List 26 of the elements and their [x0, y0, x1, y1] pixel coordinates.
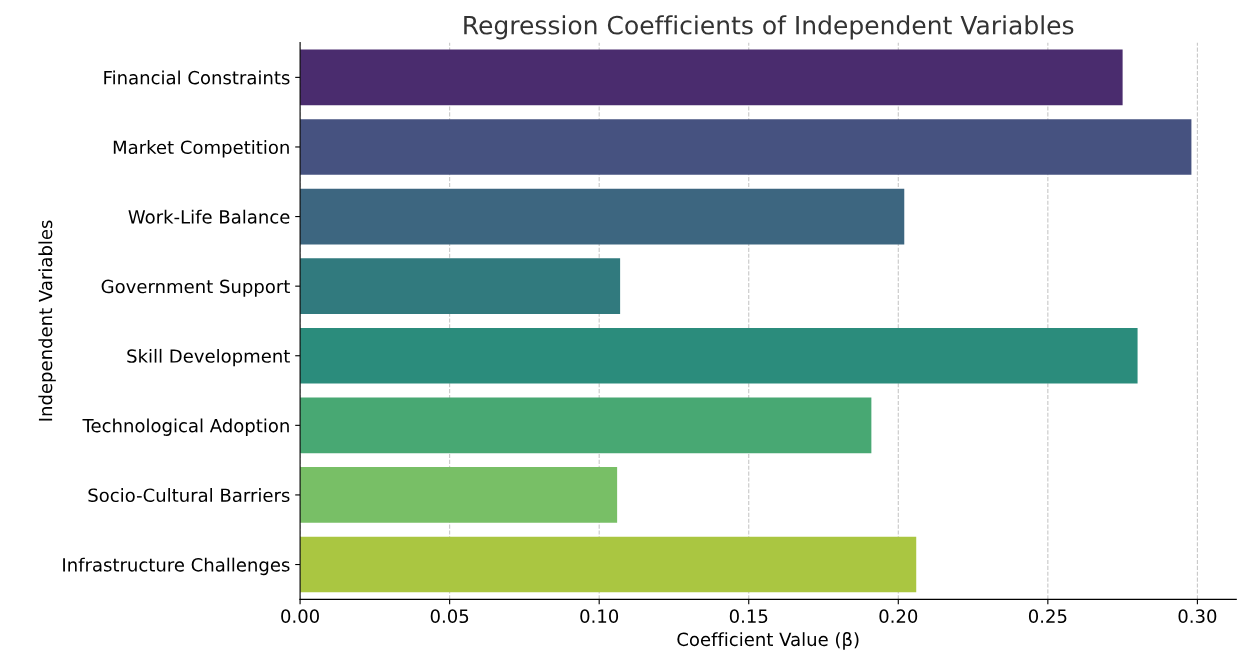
y-tick-label: Technological Adoption	[82, 418, 289, 436]
x-tick-label: 0.05	[430, 609, 469, 624]
y-tick-label: Work-Life Balance	[128, 209, 290, 224]
y-tick-label: Financial Constraints	[104, 70, 290, 85]
bar	[300, 536, 917, 593]
y-tick-label: Government Support	[101, 279, 290, 297]
y-tick-label: Market Competition	[113, 140, 289, 158]
bar	[300, 397, 872, 454]
x-axis-title: Coefficient Value (β)	[677, 632, 859, 650]
bar	[300, 49, 1123, 106]
x-tick-label: 0.25	[1028, 609, 1067, 624]
x-tick-label: 0.30	[1178, 609, 1217, 624]
x-tick-label: 0.20	[879, 609, 918, 624]
bar	[300, 327, 1138, 384]
chart-title: Regression Coefficients of Independent Variables	[464, 15, 1074, 40]
x-tick-label: 0.10	[580, 609, 619, 624]
bar	[300, 467, 618, 523]
bar	[300, 188, 905, 245]
bar	[300, 119, 1192, 175]
bar	[300, 258, 621, 314]
x-tick-label: 0.15	[729, 609, 768, 624]
y-tick-label: Skill Development	[127, 348, 290, 367]
y-tick-label: Socio-Cultural Barriers	[88, 488, 290, 503]
y-tick-label: Infrastructure Challenges	[63, 557, 290, 576]
x-tick-label: 0.00	[281, 609, 319, 624]
y-axis-title: Independent Variables	[38, 220, 56, 421]
